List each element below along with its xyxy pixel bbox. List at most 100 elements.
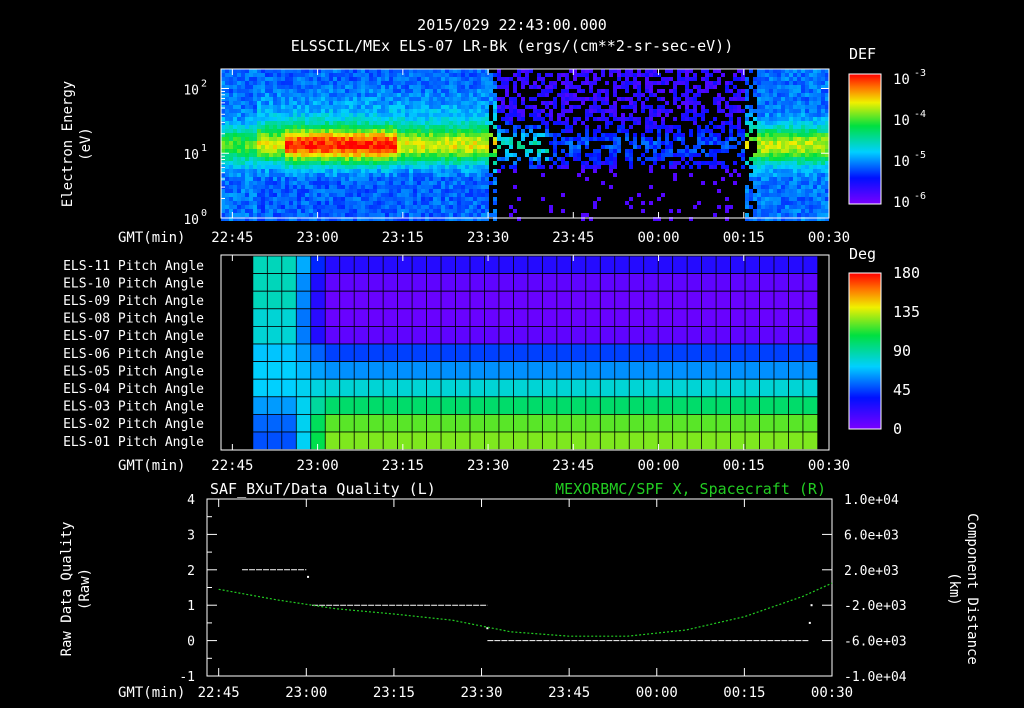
spectrogram-cell xyxy=(245,189,249,193)
spectrogram-cell xyxy=(433,157,437,161)
spectrogram-cell xyxy=(761,101,765,105)
spectrogram-cell xyxy=(301,101,305,105)
spectrogram-cell xyxy=(721,177,725,181)
spectrogram-cell xyxy=(401,197,405,201)
spectrogram-cell xyxy=(333,141,337,145)
spectrogram-cell xyxy=(417,113,421,117)
time-tick-label: 00:30 xyxy=(808,458,850,474)
spectrogram-cell xyxy=(481,85,485,89)
spectrogram-cell xyxy=(357,73,361,77)
spectrogram-cell xyxy=(433,169,437,173)
spectrogram-cell xyxy=(417,129,421,133)
spectrogram-cell xyxy=(369,85,373,89)
spectrogram-cell xyxy=(617,117,621,121)
spectrogram-cell xyxy=(649,81,653,85)
spectrogram-cell xyxy=(413,149,417,153)
spectrogram-cell xyxy=(401,185,405,189)
spectrogram-cell xyxy=(753,177,757,181)
spectrogram-cell xyxy=(817,101,821,105)
spectrogram-cell xyxy=(769,209,773,213)
spectrogram-cell xyxy=(477,113,481,117)
spectrogram-cell xyxy=(393,129,397,133)
spectrogram-cell xyxy=(581,217,585,221)
spectrogram-cell xyxy=(461,93,465,97)
spectrogram-cell xyxy=(809,85,813,89)
spectrogram-cell xyxy=(273,181,277,185)
spectrogram-cell xyxy=(625,105,629,109)
spectrogram-cell xyxy=(285,113,289,117)
spectrogram-cell xyxy=(321,185,325,189)
spectrogram-cell xyxy=(481,69,485,73)
spectrogram-cell xyxy=(329,193,333,197)
spectrogram-cell xyxy=(353,109,357,113)
spectrogram-cell xyxy=(233,173,237,177)
spectrogram-cell xyxy=(805,129,809,133)
spectrogram-cell xyxy=(421,105,425,109)
spectrogram-cell xyxy=(541,81,545,85)
spectrogram-cell xyxy=(537,161,541,165)
spectrogram-cell xyxy=(553,121,557,125)
spectrogram-cell xyxy=(285,201,289,205)
spectrogram-cell xyxy=(385,185,389,189)
spectrogram-cell xyxy=(481,149,485,153)
spectrogram-cell xyxy=(761,77,765,81)
spectrogram-cell xyxy=(381,145,385,149)
spectrogram-cell xyxy=(253,125,257,129)
spectrogram-cell xyxy=(725,137,729,141)
spectrogram-cell xyxy=(449,137,453,141)
spectrogram-cell xyxy=(405,153,409,157)
spectrogram-cell xyxy=(597,149,601,153)
spectrogram-cell xyxy=(589,69,593,73)
spectrogram-cell xyxy=(545,101,549,105)
spectrogram-cell xyxy=(349,173,353,177)
pitch-angle-cell xyxy=(411,396,428,415)
spectrogram-cell xyxy=(817,77,821,81)
spectrogram-cell xyxy=(773,101,777,105)
spectrogram-cell xyxy=(789,133,793,137)
spectrogram-cell xyxy=(645,105,649,109)
spectrogram-cell xyxy=(241,141,245,145)
spectrogram-cell xyxy=(341,169,345,173)
spectrogram-cell xyxy=(445,205,449,209)
spectrogram-cell xyxy=(797,69,801,73)
spectrogram-cell xyxy=(501,77,505,81)
spectrogram-cell xyxy=(381,173,385,177)
spectrogram-cell xyxy=(493,125,497,129)
spectrogram-cell xyxy=(261,177,265,181)
spectrogram-cell xyxy=(633,117,637,121)
spectrogram-cell xyxy=(525,81,529,85)
spectrogram-cell xyxy=(269,145,273,149)
spectrogram-cell xyxy=(757,185,761,189)
pitch-angle-cell xyxy=(498,343,515,363)
spectrogram-cell xyxy=(733,181,737,185)
spectrogram-cell xyxy=(261,85,265,89)
spectrogram-cell xyxy=(505,129,509,133)
spectrogram-cell xyxy=(269,173,273,177)
spectrogram-cell xyxy=(321,141,325,145)
spectrogram-cell xyxy=(649,165,653,169)
spectrogram-cell xyxy=(441,137,445,141)
spectrogram-cell xyxy=(389,169,393,173)
pitch-angle-cell xyxy=(295,273,312,292)
spectrogram-cell xyxy=(693,117,697,121)
pitch-angle-cell xyxy=(281,431,297,451)
spectrogram-cell xyxy=(405,205,409,209)
spectrogram-cell xyxy=(305,121,309,125)
spectrogram-cell xyxy=(517,109,521,113)
spectrogram-cell xyxy=(309,89,313,93)
spectrogram-cell xyxy=(477,217,481,221)
spectrogram-cell xyxy=(289,69,293,73)
spectrogram-cell xyxy=(301,121,305,125)
spectrogram-cell xyxy=(441,85,445,89)
spectrogram-cell xyxy=(525,105,529,109)
spectrogram-cell xyxy=(237,213,241,217)
spectrogram-cell xyxy=(421,161,425,165)
spectrogram-cell xyxy=(449,141,453,145)
spectrogram-cell xyxy=(257,89,261,93)
spectrogram-cell xyxy=(813,209,817,213)
spectrogram-cell xyxy=(813,117,817,121)
spectrogram-cell xyxy=(605,117,609,121)
spectrogram-cell xyxy=(273,189,277,193)
spectrogram-cell xyxy=(437,209,441,213)
spectrogram-cell xyxy=(293,117,297,121)
